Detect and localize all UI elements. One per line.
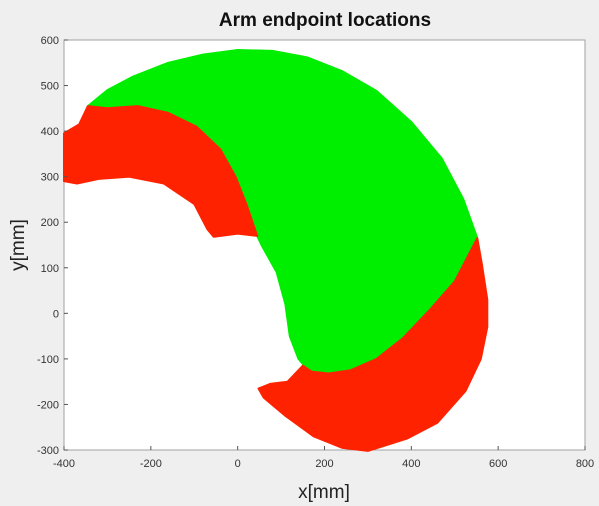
x-tick-label: 400: [402, 458, 420, 470]
region-1: [63, 105, 259, 238]
y-tick-label: 200: [41, 217, 59, 229]
y-axis-label: y[mm]: [8, 219, 29, 271]
y-axis: -300 -200 -100 0 100 200 300 400 500 600: [37, 35, 68, 457]
chart-title: Arm endpoint locations: [219, 10, 431, 31]
data-regions: [63, 49, 489, 452]
y-tick-label: 300: [41, 172, 59, 184]
y-tick-label: 500: [41, 81, 59, 93]
x-tick-label: -400: [53, 458, 75, 470]
y-tick-label: 0: [53, 308, 59, 320]
y-tick-label: -100: [37, 354, 59, 366]
x-tick-label: -200: [140, 458, 162, 470]
region-2: [257, 237, 489, 452]
x-tick-label: 0: [235, 458, 241, 470]
x-tick-label: 600: [489, 458, 507, 470]
x-axis-label: x[mm]: [298, 482, 350, 503]
y-tick-label: 400: [41, 126, 59, 138]
y-tick-label: 100: [41, 263, 59, 275]
x-axis: -400 -200 0 200 400 600 800: [53, 446, 594, 470]
x-tick-label: 200: [315, 458, 333, 470]
y-tick-label: 600: [41, 35, 59, 47]
x-tick-label: 800: [576, 458, 594, 470]
y-tick-label: -200: [37, 399, 59, 411]
y-tick-label: -300: [37, 445, 59, 457]
